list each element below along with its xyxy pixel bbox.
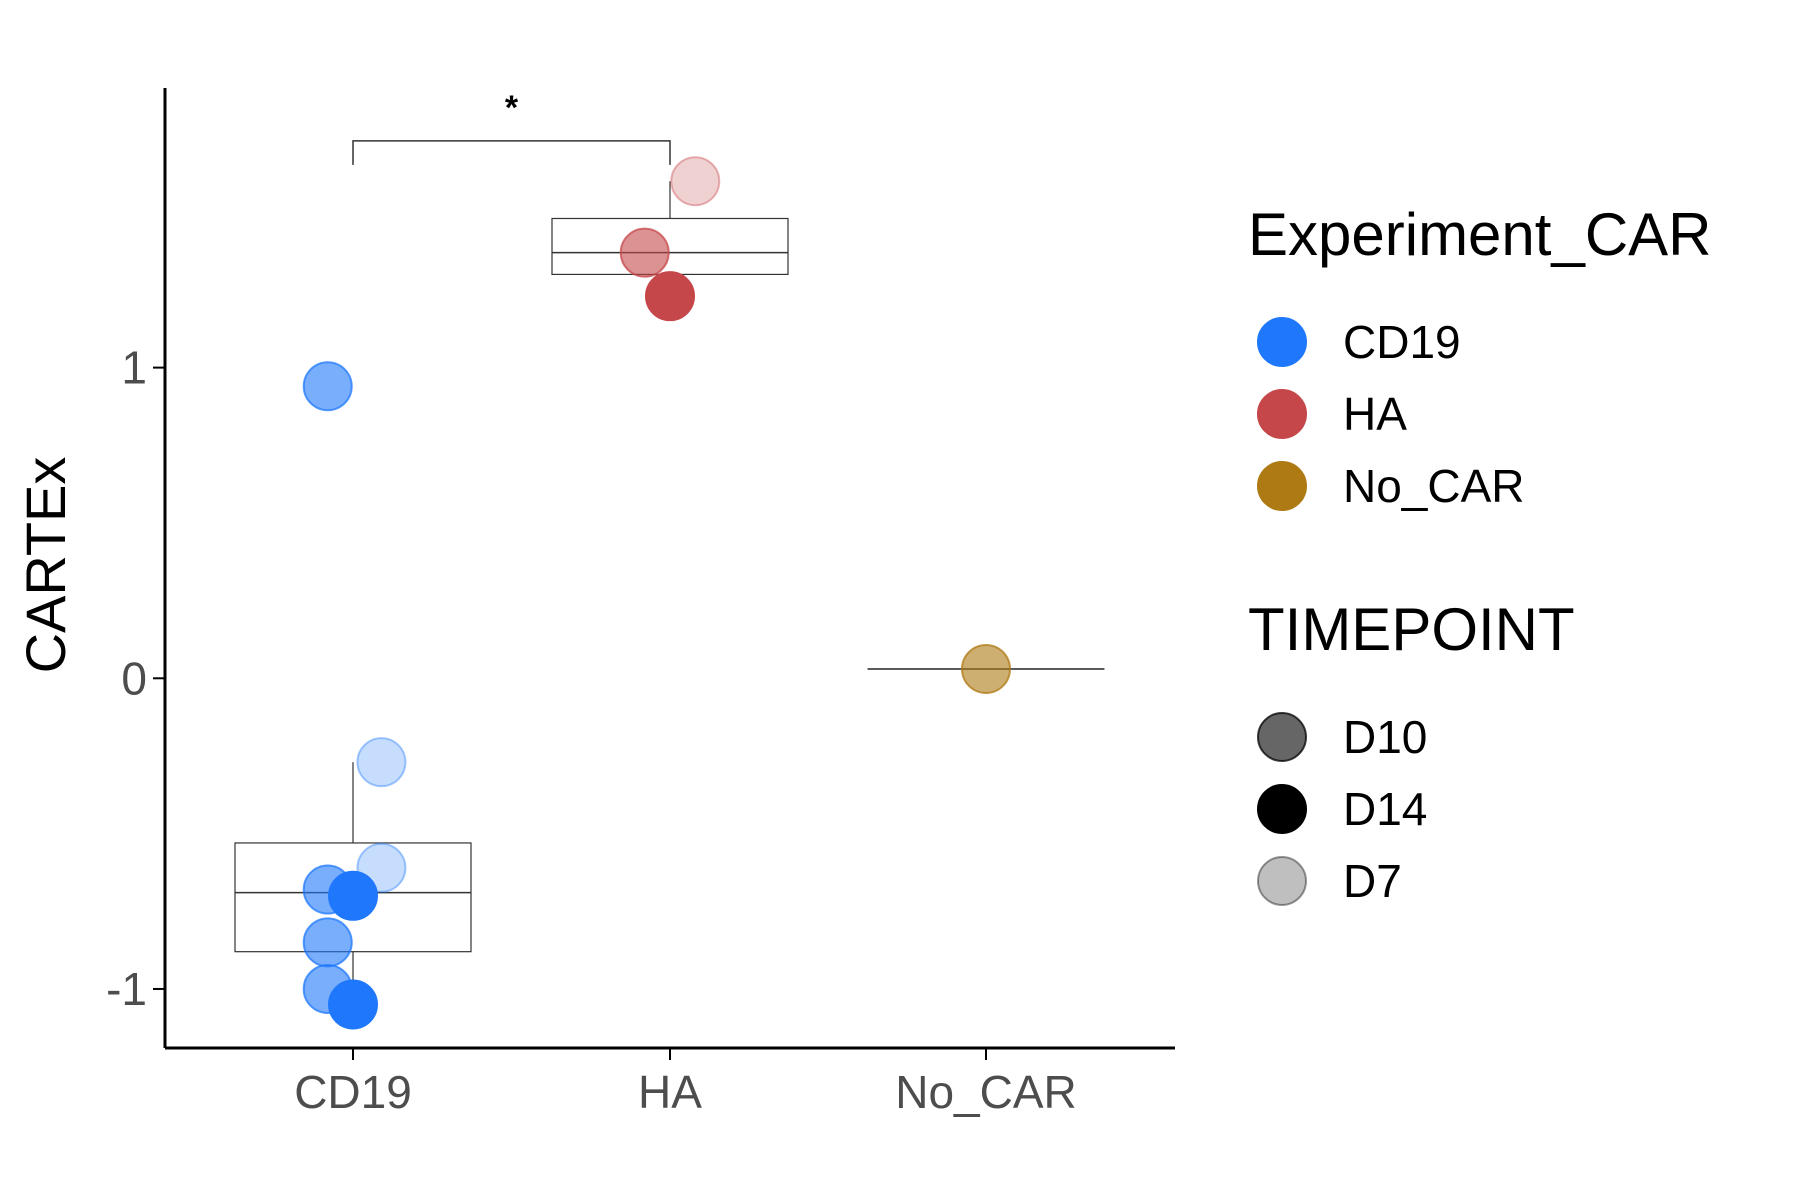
plot-area: *: [234, 89, 1105, 1030]
significance-bracket: *: [352, 89, 671, 165]
legend-entry-label: CD19: [1343, 316, 1461, 368]
legend-key: [1257, 461, 1307, 511]
legend-entry-label: No_CAR: [1343, 460, 1525, 512]
data-point-ha-d14: [645, 271, 695, 322]
data-point-no-car-d10: [961, 643, 1011, 694]
x-tick-label: CD19: [294, 1066, 412, 1118]
data-point-cd19-d7: [356, 737, 407, 788]
y-tick-label: 0: [121, 652, 147, 704]
data-point-ha-d7: [670, 156, 721, 207]
legend-timepoint: TIMEPOINT D10 D14 D7: [1248, 596, 1575, 907]
legend-key: [1257, 317, 1307, 367]
legend: Experiment_CAR CD19 HA No_CAR TIMEPOINT D10 D1…: [1248, 201, 1712, 907]
y-axis-title: CARTEx: [14, 457, 77, 674]
legend-key: [1257, 389, 1307, 439]
legend-entry-label: D14: [1343, 783, 1427, 835]
data-point-cd19-d10: [302, 361, 353, 412]
legend-key: [1257, 784, 1307, 834]
legend-title: TIMEPOINT: [1248, 596, 1575, 663]
axes: CARTEx -1 0 1 CD19 HA No_CAR: [14, 88, 1175, 1118]
y-tick-label: 1: [121, 342, 147, 394]
legend-entry-label: HA: [1343, 388, 1407, 440]
data-point-ha-d10: [619, 227, 670, 278]
significance-label: *: [505, 89, 519, 127]
y-tick-label: -1: [106, 963, 147, 1015]
x-tick-label: HA: [638, 1066, 702, 1118]
legend-entry-label: D10: [1343, 711, 1427, 763]
data-point-cd19-d14: [328, 870, 378, 921]
legend-entry-label: D7: [1343, 855, 1402, 907]
data-point-cd19-d14: [328, 979, 378, 1030]
data-point-cd19-d10: [302, 917, 353, 968]
legend-experiment-car: Experiment_CAR CD19 HA No_CAR: [1248, 201, 1712, 512]
significance-line: [352, 140, 671, 165]
legend-key: [1257, 856, 1307, 906]
box-iqr: [234, 842, 472, 953]
legend-title: Experiment_CAR: [1248, 201, 1712, 268]
x-tick-label: No_CAR: [895, 1066, 1077, 1118]
box-iqr: [551, 217, 789, 276]
legend-key: [1257, 712, 1307, 762]
